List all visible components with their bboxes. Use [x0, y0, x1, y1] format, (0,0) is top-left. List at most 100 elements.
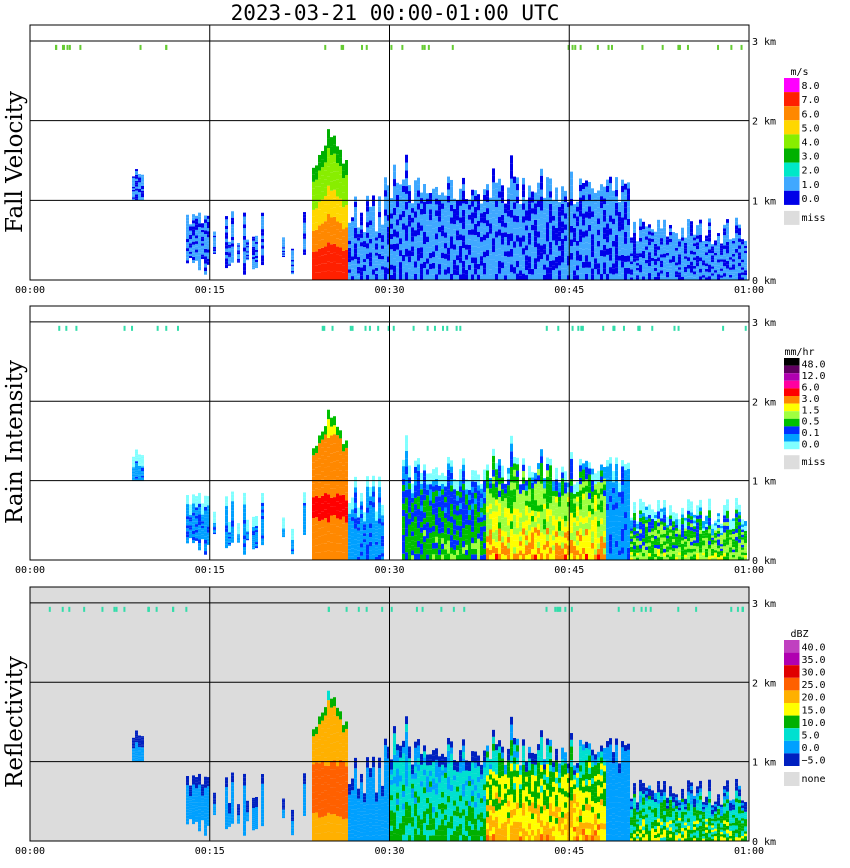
echo-cell: [576, 525, 579, 531]
echo-cell: [435, 531, 438, 537]
echo-cell: [474, 263, 477, 269]
echo-cell: [426, 214, 429, 221]
echo-cell: [438, 248, 441, 254]
echo-cell: [645, 519, 648, 524]
echo-cell: [651, 550, 654, 554]
echo-cell: [228, 246, 231, 248]
echo-cell: [204, 215, 207, 220]
echo-cell: [141, 177, 144, 180]
echo-cell: [540, 511, 543, 519]
echo-cell: [483, 240, 486, 246]
echo-cell: [498, 528, 501, 535]
echo-cell: [510, 194, 513, 203]
echo-cell: [666, 277, 669, 280]
echo-cell: [423, 274, 426, 280]
echo-cell: [639, 514, 642, 518]
echo-cell: [528, 220, 531, 227]
echo-cell: [558, 202, 561, 207]
echo-cell: [195, 224, 198, 228]
echo-cell: [402, 466, 405, 473]
echo-cell: [732, 266, 735, 270]
echo-cell: [408, 524, 411, 531]
echo-cell: [729, 267, 732, 270]
echo-cell: [540, 553, 543, 560]
echo-cell: [342, 480, 345, 488]
echo-cell: [321, 503, 324, 512]
echo-cell: [135, 453, 138, 456]
echo-cell: [603, 530, 606, 537]
echo-cell: [573, 536, 576, 542]
echo-cell: [378, 481, 381, 488]
echo-cell: [555, 251, 558, 257]
echo-cell: [630, 240, 633, 243]
echo-cell: [291, 261, 294, 264]
echo-cell: [348, 552, 351, 557]
echo-cell: [504, 203, 507, 209]
echo-cell: [735, 233, 738, 238]
echo-cell: [414, 460, 417, 467]
echo-cell: [351, 244, 354, 249]
echo-cell: [525, 225, 528, 231]
echo-cell: [468, 214, 471, 220]
echo-cell: [576, 255, 579, 261]
echo-cell: [450, 179, 453, 187]
echo-cell: [375, 243, 378, 247]
echo-cell: [489, 213, 492, 219]
echo-cell: [636, 545, 639, 548]
echo-cell: [495, 188, 498, 195]
echo-cell: [405, 435, 408, 444]
echo-cell: [324, 221, 327, 230]
echo-cell: [450, 466, 453, 473]
echo-cell: [504, 251, 507, 257]
echo-cell: [486, 482, 489, 489]
echo-cell: [609, 463, 612, 470]
echo-cell: [441, 236, 444, 242]
echo-cell: [528, 185, 531, 192]
echo-cell: [342, 192, 345, 200]
echo-cell: [195, 249, 198, 253]
echo-cell: [717, 271, 720, 275]
echo-cell: [714, 240, 717, 243]
echo-cell: [705, 255, 708, 258]
echo-cell: [696, 228, 699, 232]
echo-cell: [243, 235, 246, 240]
echo-cell: [660, 238, 663, 242]
echo-cell: [261, 216, 264, 220]
echo-cell: [423, 512, 426, 519]
echo-cell: [741, 257, 744, 260]
echo-cell: [291, 256, 294, 259]
echo-cell: [345, 455, 348, 463]
echo-cell: [651, 512, 654, 516]
echo-cell: [204, 510, 207, 515]
echo-cell: [339, 214, 342, 224]
echo-cell: [672, 259, 675, 263]
echo-cell: [522, 540, 525, 548]
echo-cell: [648, 262, 651, 267]
echo-cell: [378, 196, 381, 202]
echo-cell: [567, 545, 570, 551]
echo-cell: [225, 216, 228, 220]
echo-cell: [552, 230, 555, 236]
echo-cell: [225, 251, 228, 256]
echo-cell: [468, 539, 471, 545]
echo-cell: [495, 219, 498, 226]
echo-cell: [411, 208, 414, 213]
echo-cell: [510, 178, 513, 187]
echo-cell: [315, 545, 318, 553]
echo-cell: [504, 208, 507, 214]
echo-cell: [570, 546, 573, 554]
echo-cell: [543, 483, 546, 489]
echo-cell: [570, 252, 573, 260]
echo-cell: [387, 220, 390, 227]
echo-cell: [231, 536, 234, 540]
echo-cell: [324, 170, 327, 180]
echo-cell: [405, 272, 408, 280]
echo-cell: [315, 258, 318, 266]
echo-cell: [141, 192, 144, 194]
echo-cell: [465, 219, 468, 225]
echo-cell: [372, 517, 375, 524]
echo-cell: [231, 507, 234, 511]
echo-cell: [366, 206, 369, 212]
echo-cell: [327, 185, 330, 196]
echo-cell: [618, 506, 621, 512]
